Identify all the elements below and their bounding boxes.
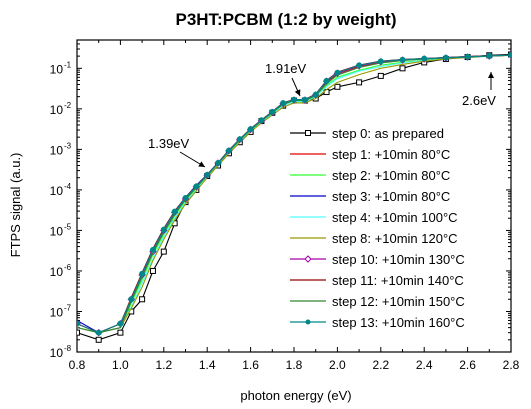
data-point bbox=[95, 329, 102, 336]
data-point bbox=[421, 55, 428, 62]
y-tick-label: 10 bbox=[50, 346, 64, 360]
legend-marker bbox=[305, 319, 311, 325]
data-point bbox=[464, 53, 471, 60]
data-point bbox=[291, 96, 297, 103]
annotation-label: 1.39eV bbox=[148, 136, 190, 151]
y-tick-label: 10 bbox=[50, 184, 64, 198]
data-point bbox=[149, 246, 156, 253]
legend-entry-label: step 3: +10min 80°C bbox=[332, 189, 450, 204]
legend-entry-label: step 12: +10min 150°C bbox=[332, 294, 465, 309]
annotation-arrowhead bbox=[294, 89, 301, 96]
y-tick-exponent: -4 bbox=[64, 182, 72, 191]
data-point bbox=[128, 296, 135, 303]
data-point bbox=[356, 62, 363, 69]
data-point bbox=[312, 91, 319, 98]
legend-entry-label: step 0: as prepared bbox=[332, 126, 444, 141]
legend-entry-label: step 11: +10min 140°C bbox=[332, 273, 464, 288]
data-point bbox=[356, 79, 363, 86]
y-tick-exponent: -3 bbox=[64, 141, 72, 150]
data-point bbox=[323, 77, 330, 84]
x-tick-label: 1.8 bbox=[286, 358, 303, 372]
data-point bbox=[204, 171, 211, 178]
data-point bbox=[258, 117, 265, 124]
y-tick-label: 10 bbox=[50, 62, 64, 76]
data-point bbox=[139, 296, 146, 303]
x-tick-label: 1.6 bbox=[242, 358, 259, 372]
data-point bbox=[77, 329, 80, 336]
y-tick-exponent: -7 bbox=[64, 303, 72, 312]
data-point bbox=[486, 52, 493, 59]
x-tick-label: 1.0 bbox=[112, 358, 129, 372]
plot-area: 0.8 1.0 1.2 1.4 1.6 1.8 2.0 2.2 2.4 2.6 2.810 -810-… bbox=[50, 39, 520, 372]
y-axis-label: FTPS signal (a.u.) bbox=[8, 153, 23, 258]
y-tick-label: 10 bbox=[50, 103, 64, 117]
data-point bbox=[399, 65, 406, 72]
legend-entry-label: step 4: +10min 100°C bbox=[332, 210, 458, 225]
legend-entry-label: step 1: +10min 80°C bbox=[332, 147, 450, 162]
data-point bbox=[377, 58, 384, 65]
x-tick-label: 1.2 bbox=[155, 358, 172, 372]
y-tick-label: 10 bbox=[50, 224, 64, 238]
legend-entry-label: step 10: +10min 130°C bbox=[332, 252, 465, 267]
data-point bbox=[225, 147, 232, 154]
data-point bbox=[117, 320, 124, 327]
x-tick-label: 0.8 bbox=[69, 358, 86, 372]
x-tick-label: 2.0 bbox=[329, 358, 346, 372]
y-tick-exponent: -6 bbox=[64, 263, 72, 272]
data-point bbox=[280, 100, 287, 107]
data-point bbox=[508, 52, 511, 59]
legend-marker bbox=[305, 130, 311, 136]
x-tick-label: 2.4 bbox=[416, 358, 433, 372]
chart-title: P3HT:PCBM (1:2 by weight) bbox=[175, 10, 396, 29]
y-tick-exponent: -1 bbox=[64, 60, 72, 69]
y-tick-exponent: -2 bbox=[64, 101, 72, 110]
data-point bbox=[215, 160, 222, 167]
data-point bbox=[193, 183, 200, 190]
annotation-arrowhead bbox=[488, 72, 494, 78]
x-tick-label: 2.2 bbox=[372, 358, 389, 372]
data-point bbox=[149, 267, 156, 274]
data-point bbox=[160, 226, 167, 233]
legend-entry-label: step 8: +10min 120°C bbox=[332, 231, 458, 246]
data-point bbox=[334, 69, 341, 76]
legend-marker bbox=[304, 255, 312, 263]
y-tick-exponent: -5 bbox=[64, 222, 72, 231]
data-point bbox=[182, 195, 189, 202]
data-point bbox=[442, 54, 449, 61]
y-tick-label: 10 bbox=[50, 265, 64, 279]
data-point bbox=[334, 83, 341, 90]
y-tick-label: 10 bbox=[50, 305, 64, 319]
data-point bbox=[77, 320, 80, 327]
data-point bbox=[377, 72, 384, 79]
x-tick-label: 2.8 bbox=[503, 358, 520, 372]
y-tick-label: 10 bbox=[50, 143, 64, 157]
x-axis-label: photon energy (eV) bbox=[240, 388, 351, 403]
data-point bbox=[301, 96, 308, 103]
data-point bbox=[160, 248, 167, 255]
annotation-arrowhead bbox=[198, 161, 205, 167]
legend-entry-label: step 2: +10min 80°C bbox=[332, 168, 450, 183]
annotation-label: 2.6eV bbox=[462, 93, 496, 108]
data-point bbox=[117, 329, 124, 336]
data-point bbox=[247, 126, 254, 133]
data-point bbox=[95, 336, 102, 343]
data-point bbox=[171, 208, 178, 215]
series-group bbox=[77, 51, 511, 343]
legend-entry-label: step 13: +10min 160°C bbox=[332, 315, 465, 330]
annotation-label: 1.91eV bbox=[265, 61, 307, 76]
data-point bbox=[139, 270, 146, 277]
x-tick-label: 1.4 bbox=[199, 358, 216, 372]
data-point bbox=[236, 136, 243, 143]
data-point bbox=[269, 108, 276, 115]
data-point bbox=[399, 56, 406, 63]
y-tick-exponent: -8 bbox=[64, 344, 72, 353]
x-tick-label: 2.6 bbox=[459, 358, 476, 372]
